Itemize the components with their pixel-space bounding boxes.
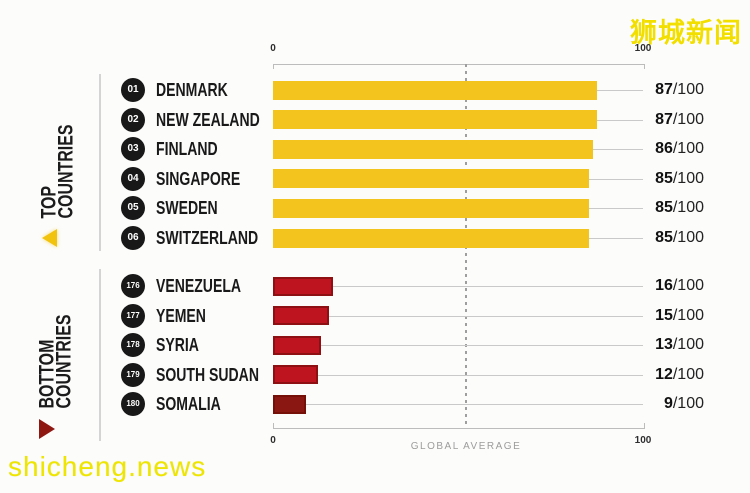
leader-line [592, 149, 643, 151]
country-name: FINLAND [156, 139, 218, 160]
section-divider-top [99, 74, 101, 251]
leader-line [306, 404, 643, 405]
leader-line [596, 119, 643, 121]
rank-badge: 177 [121, 303, 145, 328]
score-value: 85/100 [655, 229, 704, 246]
rank-badge: 180 [121, 392, 145, 416]
score-value: 9/100 [663, 395, 704, 412]
country-name: SYRIA [156, 335, 199, 355]
country-row: 03 FINLAND 86/100 [0, 134, 750, 164]
leader-line [317, 374, 643, 376]
leader-line [596, 90, 643, 91]
country-row: 179 SOUTH SUDAN 12/100 [0, 360, 750, 390]
score-value: 85/100 [655, 199, 704, 217]
country-name: SOMALIA [156, 394, 221, 414]
country-row: 02 NEW ZEALAND 87/100 [0, 105, 750, 135]
rank-badge: 178 [121, 333, 145, 357]
country-row: 177 YEMEN 15/100 [0, 301, 750, 331]
global-average-label: GLOBAL AVERAGE [410, 441, 522, 452]
top-axis-tick-min [273, 64, 274, 69]
score-value: 15/100 [655, 306, 704, 324]
score-bar [273, 139, 593, 159]
leader-line [321, 345, 643, 346]
bottom-axis-tick-min [273, 423, 274, 428]
top-axis-line [273, 64, 645, 65]
score-bar [273, 198, 590, 218]
top-axis-min-label: 0 [270, 43, 276, 54]
watermark-siteurl: shicheng.news [8, 451, 207, 482]
country-name: NEW ZEALAND [156, 109, 260, 130]
score-bar [273, 228, 590, 248]
score-bar [273, 169, 590, 189]
country-row: 01 DENMARK 87/100 [0, 75, 750, 105]
score-bar [273, 335, 322, 355]
country-name: DENMARK [156, 80, 228, 100]
leader-line [589, 208, 643, 210]
rank-badge: 03 [121, 137, 145, 162]
country-name: VENEZUELA [156, 276, 242, 296]
bottom-axis-line [273, 428, 645, 429]
top-axis-max-label: 100 [634, 43, 652, 54]
score-bar [273, 394, 307, 414]
country-row: 176 VENEZUELA 16/100 [0, 271, 750, 301]
country-name: SWITZERLAND [156, 228, 259, 248]
rank-badge: 179 [121, 362, 145, 387]
score-value: 86/100 [655, 140, 704, 158]
rank-badge: 04 [121, 166, 145, 191]
country-name: YEMEN [156, 305, 206, 326]
rank-badge: 02 [121, 107, 145, 132]
rank-badge: 05 [121, 196, 145, 221]
watermark-sitename: 狮城新闻 [630, 18, 742, 48]
score-value: 16/100 [655, 277, 704, 294]
leader-line [589, 238, 643, 239]
score-bar [273, 110, 597, 130]
leader-line [589, 178, 643, 180]
bottom-axis-tick-max [644, 423, 645, 428]
top-countries-arrow-icon [42, 229, 57, 247]
bottom-axis-max-label: 100 [634, 435, 652, 446]
country-row: 178 SYRIA 13/100 [0, 330, 750, 360]
score-bar [273, 80, 597, 100]
score-value: 13/100 [655, 336, 704, 353]
country-name: SINGAPORE [156, 168, 241, 189]
score-bar [273, 276, 333, 296]
bottom-axis-min-label: 0 [270, 435, 276, 446]
country-row: 05 SWEDEN 85/100 [0, 193, 750, 223]
score-bar [273, 365, 318, 384]
rank-badge: 06 [121, 226, 145, 250]
country-row: 180 SOMALIA 9/100 [0, 389, 750, 419]
country-row: 04 SINGAPORE 85/100 [0, 164, 750, 194]
score-value: 12/100 [655, 365, 704, 383]
country-name: SOUTH SUDAN [156, 364, 259, 385]
country-name: SWEDEN [156, 198, 218, 219]
score-bar [273, 306, 329, 325]
rank-badge: 01 [121, 78, 145, 102]
rank-badge: 176 [121, 274, 145, 298]
score-value: 87/100 [655, 110, 704, 128]
top-axis-tick-max [644, 64, 645, 69]
country-row: 06 SWITZERLAND 85/100 [0, 223, 750, 253]
section-divider-bottom [99, 269, 101, 441]
score-value: 85/100 [655, 169, 704, 187]
leader-line [332, 286, 643, 287]
score-value: 87/100 [655, 81, 704, 98]
leader-line [328, 315, 643, 317]
bottom-countries-arrow-icon [39, 419, 55, 439]
